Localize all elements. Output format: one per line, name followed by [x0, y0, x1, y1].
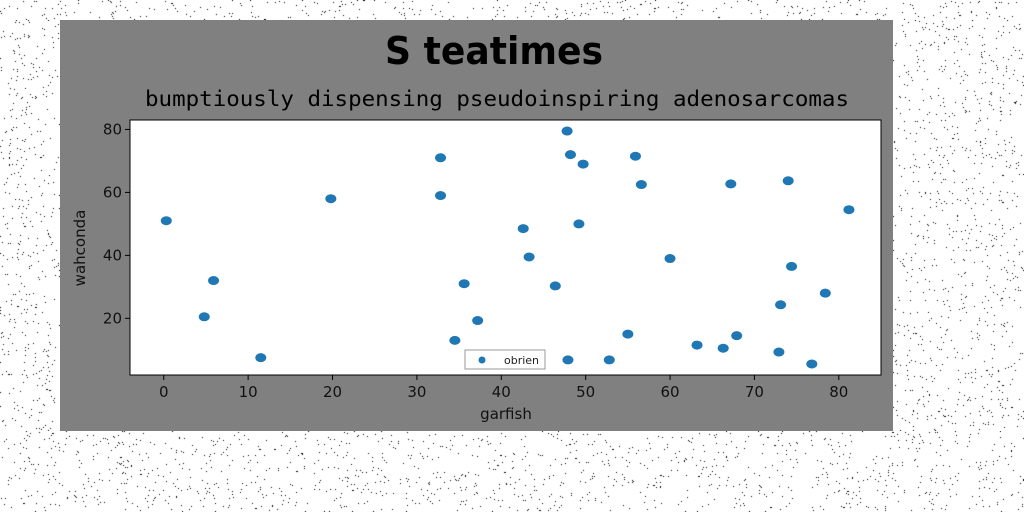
data-point: [573, 219, 585, 229]
data-point: [561, 126, 573, 136]
y-tick-label: 40: [103, 246, 122, 264]
data-point: [786, 261, 798, 271]
data-point: [819, 288, 831, 298]
data-point: [622, 329, 634, 339]
data-point: [449, 335, 461, 345]
data-point: [629, 151, 641, 161]
x-tick-label: 0: [159, 383, 169, 401]
data-point: [806, 359, 818, 369]
y-tick-label: 20: [103, 309, 122, 327]
x-tick-label: 20: [323, 383, 342, 401]
data-point: [435, 153, 447, 163]
legend-box: [464, 349, 546, 370]
data-point: [160, 216, 172, 226]
data-point: [458, 279, 470, 289]
data-point: [577, 159, 589, 169]
data-point: [325, 194, 337, 204]
data-point: [635, 180, 647, 190]
x-axis-label: garfish: [480, 405, 532, 423]
x-tick-label: 10: [239, 383, 258, 401]
y-axis-ticks: 20 40 60 80: [103, 120, 130, 327]
data-point: [564, 150, 576, 160]
x-tick-label: 60: [660, 383, 679, 401]
data-point: [717, 343, 729, 353]
data-point: [517, 224, 529, 234]
chart-panel: S teatimes bumptiously dispensing pseudo…: [60, 20, 893, 431]
data-point: [255, 353, 267, 363]
y-tick-label: 60: [103, 183, 122, 201]
x-axis-ticks: 0 10 20 30 40 50 60 70 80: [159, 375, 848, 401]
chart-title: S teatimes: [385, 29, 603, 73]
x-tick-label: 70: [745, 383, 764, 401]
x-tick-label: 30: [407, 383, 426, 401]
data-point: [691, 340, 703, 350]
legend: obrien: [464, 349, 546, 370]
legend-marker: [478, 356, 486, 364]
data-point: [843, 205, 855, 215]
plot-area: [129, 119, 882, 376]
data-point: [773, 347, 785, 357]
data-point: [664, 254, 676, 264]
x-tick-label: 40: [492, 383, 511, 401]
data-points: [160, 126, 855, 369]
chart-subtitle: bumptiously dispensing pseudoinspiring a…: [145, 87, 849, 111]
data-point: [472, 316, 484, 326]
y-tick-label: 80: [103, 120, 122, 138]
data-point: [782, 176, 794, 186]
x-tick-label: 80: [829, 383, 848, 401]
data-point: [603, 355, 615, 365]
legend-entry-obrien: obrien: [504, 354, 539, 367]
data-point: [562, 355, 574, 365]
x-tick-label: 50: [576, 383, 595, 401]
data-point: [725, 179, 737, 189]
data-point: [198, 312, 210, 322]
data-point: [549, 281, 561, 291]
y-axis-label: wahconda: [71, 210, 89, 287]
data-point: [523, 252, 535, 262]
data-point: [775, 300, 787, 310]
data-point: [435, 191, 447, 201]
data-point: [731, 331, 743, 341]
data-point: [208, 276, 220, 286]
scatter-chart: S teatimes bumptiously dispensing pseudo…: [71, 29, 882, 423]
